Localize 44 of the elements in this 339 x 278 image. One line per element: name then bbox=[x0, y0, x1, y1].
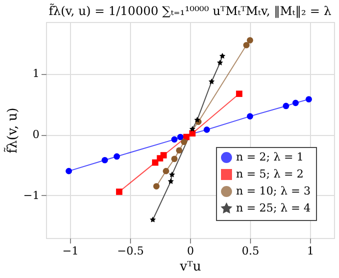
y-tick-label: −1 bbox=[23, 188, 40, 202]
point bbox=[168, 172, 176, 178]
point bbox=[189, 130, 196, 137]
point bbox=[176, 147, 182, 154]
point bbox=[219, 52, 226, 59]
point bbox=[236, 90, 242, 97]
x-tick-label: −0.5 bbox=[117, 244, 144, 258]
point bbox=[160, 152, 167, 158]
x-tick-label: 0.5 bbox=[242, 244, 260, 258]
point bbox=[171, 136, 178, 143]
point bbox=[116, 188, 122, 195]
point bbox=[292, 100, 299, 106]
point bbox=[208, 78, 215, 84]
point bbox=[243, 42, 250, 48]
point bbox=[153, 183, 160, 190]
legend-label: n = 25; λ = 4 bbox=[236, 202, 311, 214]
point bbox=[204, 126, 210, 133]
x-tick-label: 1 bbox=[307, 244, 314, 258]
point bbox=[168, 178, 174, 184]
legend-label: n = 5; λ = 2 bbox=[236, 168, 304, 180]
legend-label: n = 10; λ = 3 bbox=[236, 184, 311, 198]
point bbox=[180, 138, 188, 146]
x-tick-label: −1 bbox=[62, 244, 79, 258]
point bbox=[114, 153, 120, 160]
chart-title: f̃λ(v, u) = 1/10000 ∑ₜ₌₁¹⁰⁰⁰⁰ uᵀMₜᵀMₜv, ‖Mₜ‖₂ = λ bbox=[48, 3, 332, 18]
x-axis-title: vᵀu bbox=[178, 260, 202, 274]
y-tick-label: 1 bbox=[32, 67, 40, 80]
point bbox=[246, 37, 254, 44]
point bbox=[150, 216, 156, 222]
point bbox=[162, 168, 170, 174]
x-tick-label: 0 bbox=[187, 244, 194, 258]
point bbox=[189, 126, 196, 132]
point bbox=[177, 134, 184, 140]
point bbox=[246, 113, 254, 120]
point bbox=[102, 156, 108, 164]
y-axis-title: f̃λ(v, u) bbox=[3, 108, 20, 154]
legend-label: n = 2; λ = 1 bbox=[236, 150, 304, 164]
point bbox=[171, 156, 178, 162]
point bbox=[282, 102, 290, 110]
point bbox=[66, 168, 72, 174]
point bbox=[152, 159, 158, 166]
y-tick-label: 0 bbox=[32, 128, 40, 142]
point bbox=[306, 96, 312, 102]
point bbox=[216, 60, 224, 66]
